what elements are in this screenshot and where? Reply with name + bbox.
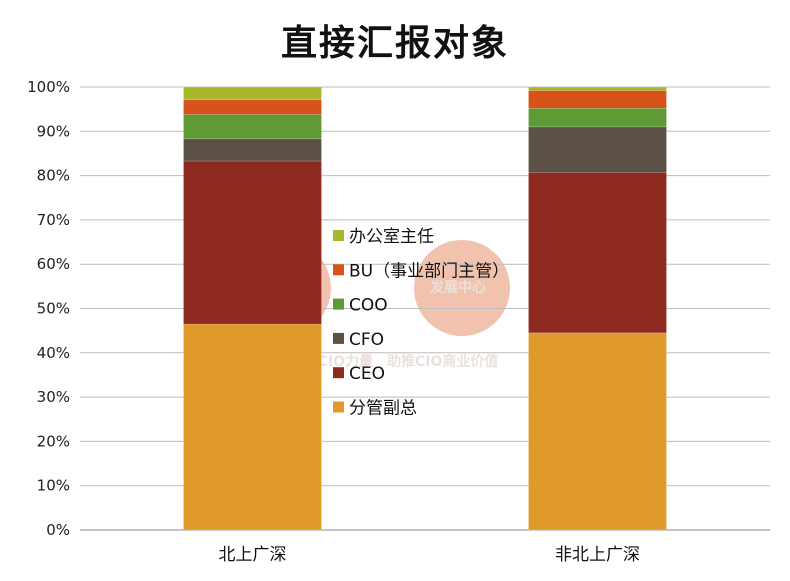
legend-label: CFO	[349, 330, 384, 350]
x-category-label: 非北上广深	[555, 545, 640, 565]
y-tick-label: 20%	[37, 432, 70, 450]
y-tick-label: 50%	[37, 300, 70, 318]
legend-label: CEO	[349, 364, 385, 384]
legend-swatch	[333, 230, 344, 241]
bar-segment	[183, 323, 322, 531]
y-tick-label: 100%	[27, 78, 70, 96]
y-tick-label: 30%	[37, 388, 70, 406]
bars	[183, 86, 667, 531]
y-tick-label: 70%	[37, 211, 70, 229]
bar-segment	[528, 332, 667, 531]
y-tick-label: 0%	[46, 521, 70, 539]
bar-segment	[528, 86, 667, 91]
bar-segment	[183, 138, 322, 162]
bar-segment	[183, 99, 322, 115]
y-tick-label: 80%	[37, 167, 70, 185]
legend-swatch	[333, 367, 344, 379]
bar-segment	[528, 90, 667, 109]
bar-segment	[528, 172, 667, 334]
watermark-logo-text: 发展中心	[429, 279, 486, 296]
y-tick-label: 90%	[37, 122, 70, 140]
y-axis-labels: 0% 10% 20% 30% 40% 50% 60% 70% 80% 90% 100%	[27, 78, 70, 539]
legend-label: 分管副总	[349, 399, 417, 419]
bar-segment	[183, 86, 322, 101]
legend-label: 办公室主任	[349, 227, 434, 247]
bar-segment	[183, 114, 322, 140]
bar-segment	[528, 108, 667, 128]
y-tick-label: 10%	[37, 477, 70, 495]
bar-segment	[183, 160, 322, 325]
bar-segment	[528, 126, 667, 173]
chart-title: 直接汇报对象	[280, 23, 509, 64]
legend: 办公室主任 BU（事业部门主管） COO CFO CEO 分管副总	[333, 227, 509, 419]
legend-label: BU（事业部门主管）	[349, 261, 509, 281]
x-category-label: 北上广深	[219, 545, 287, 565]
legend-label: COO	[349, 296, 388, 316]
y-tick-label: 60%	[37, 255, 70, 273]
legend-swatch	[333, 264, 344, 276]
y-tick-label: 40%	[37, 344, 70, 362]
legend-swatch	[333, 298, 344, 310]
x-axis-labels: 北上广深 非北上广深	[219, 545, 641, 565]
legend-swatch	[333, 332, 344, 344]
legend-swatch	[333, 401, 344, 413]
